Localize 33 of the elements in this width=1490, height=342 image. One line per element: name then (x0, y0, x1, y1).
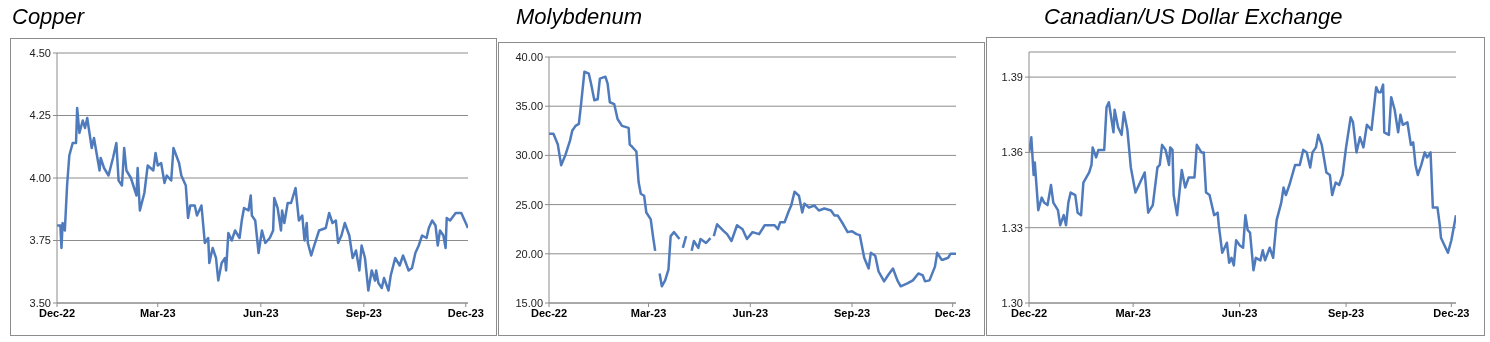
x-tick-label: Mar-23 (140, 306, 176, 319)
x-tick-label: Dec-22 (38, 306, 76, 319)
y-tick-label: 1.33 (1001, 221, 1023, 234)
x-tick-label: Sep-23 (1328, 306, 1365, 319)
y-tick-label: 40.00 (515, 50, 543, 63)
y-tick-label: 35.00 (515, 100, 543, 113)
y-tick-label: 15.00 (515, 296, 543, 309)
y-tick-label: 4.00 (29, 171, 51, 184)
y-tick-label: 1.36 (1001, 146, 1023, 159)
chart-title: Copper (12, 4, 85, 30)
x-tick-label: Mar-23 (630, 306, 667, 319)
y-tick-label: 4.50 (29, 46, 51, 59)
x-tick-label: Sep-23 (834, 306, 871, 319)
x-tick-label: Jun-23 (243, 306, 279, 319)
y-tick-label: 30.00 (515, 149, 543, 162)
chart-title: Canadian/US Dollar Exchange (1044, 4, 1343, 30)
x-tick-label: Dec-23 (934, 306, 971, 319)
y-tick-label: 25.00 (515, 198, 543, 211)
x-tick-label: Mar-23 (1115, 306, 1151, 319)
x-tick-label: Dec-22 (530, 306, 568, 319)
y-tick-label: 3.50 (29, 296, 51, 309)
x-tick-label: Dec-23 (447, 306, 484, 319)
y-tick-label: 1.30 (1001, 296, 1023, 309)
y-tick-label: 20.00 (515, 247, 543, 260)
x-tick-label: Jun-23 (1221, 306, 1258, 319)
x-tick-label: Jun-23 (732, 306, 769, 319)
x-tick-label: Dec-23 (1433, 306, 1470, 319)
y-tick-label: 3.75 (29, 234, 51, 247)
y-tick-label: 1.39 (1001, 71, 1023, 83)
x-tick-label: Sep-23 (345, 306, 382, 319)
x-tick-label: Dec-22 (1010, 306, 1048, 319)
y-tick-label: 4.25 (29, 109, 51, 122)
chart-title: Molybdenum (516, 4, 642, 30)
